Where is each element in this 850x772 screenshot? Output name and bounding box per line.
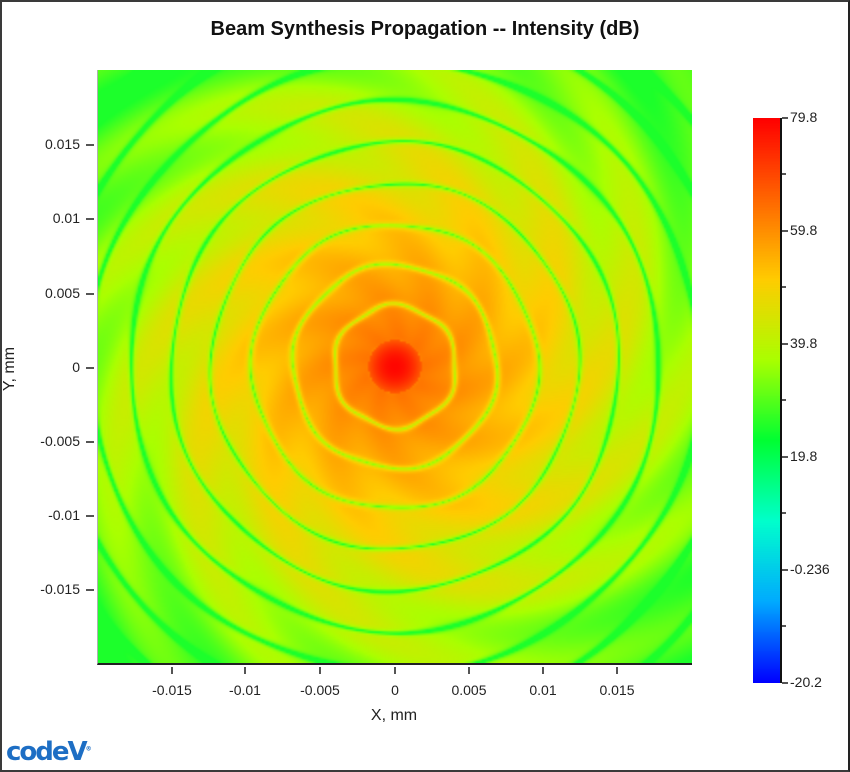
colorbar-tick-label: -0.236 (790, 561, 830, 577)
colorbar-tick-mark (782, 456, 788, 458)
x-tick-mark (171, 667, 173, 674)
x-axis-title: X, mm (370, 707, 418, 724)
registered-mark: ® (85, 745, 92, 753)
x-tick-label: 0.01 (529, 682, 557, 698)
logo-suffix: V (67, 737, 88, 767)
y-tick-mark (86, 515, 94, 517)
x-tick-mark (468, 667, 470, 674)
chart-title: Beam Synthesis Propagation -- Intensity … (210, 18, 640, 40)
colorbar-tick-mark (782, 682, 788, 684)
x-tick-label: 0 (391, 682, 399, 698)
y-tick-mark (86, 293, 94, 295)
colorbar (753, 118, 782, 683)
x-tick-label: -0.01 (229, 682, 261, 698)
colorbar-tick-mark (782, 569, 788, 571)
colorbar-tick-mark (782, 230, 788, 232)
y-tick-mark (86, 367, 94, 369)
colorbar-minor-tick (782, 625, 786, 627)
x-tick-mark (244, 667, 246, 674)
y-tick-label: -0.01 (48, 507, 80, 523)
x-tick-label: -0.015 (152, 682, 192, 698)
x-tick-mark (319, 667, 321, 674)
colorbar-tick-label: 79.8 (790, 109, 818, 125)
colorbar-minor-tick (782, 286, 786, 288)
y-tick-label: 0 (72, 359, 80, 375)
y-tick-mark (86, 589, 94, 591)
x-tick-label: 0.005 (451, 682, 487, 698)
y-tick-label: 0.005 (44, 285, 80, 301)
colorbar-minor-tick (782, 173, 786, 175)
x-tick-mark (394, 667, 396, 674)
colorbar-tick-label: -20.2 (790, 674, 822, 690)
codev-logo: codeV® (6, 737, 92, 767)
x-tick-label: -0.005 (300, 682, 340, 698)
y-tick-mark (86, 218, 94, 220)
colorbar-tick-mark (782, 343, 788, 345)
colorbar-tick-label: 39.8 (790, 335, 818, 351)
heatmap-canvas (98, 70, 692, 663)
y-tick-mark (86, 441, 94, 443)
intensity-heatmap[interactable] (97, 70, 692, 665)
colorbar-tick-label: 59.8 (790, 222, 818, 238)
colorbar-gradient (753, 118, 780, 683)
y-tick-label: 0.01 (52, 210, 80, 226)
colorbar-minor-tick (782, 512, 786, 514)
y-tick-label: -0.005 (40, 433, 80, 449)
colorbar-tick-label: 19.8 (790, 448, 818, 464)
colorbar-minor-tick (782, 399, 786, 401)
logo-text: code (6, 737, 70, 767)
y-axis-title: Y, mm (1, 346, 18, 392)
x-tick-label: 0.015 (599, 682, 635, 698)
y-tick-label: 0.015 (44, 136, 80, 152)
x-tick-mark (616, 667, 618, 674)
y-tick-mark (86, 144, 94, 146)
x-tick-mark (542, 667, 544, 674)
y-tick-label: -0.015 (40, 581, 80, 597)
colorbar-tick-mark (782, 117, 788, 119)
